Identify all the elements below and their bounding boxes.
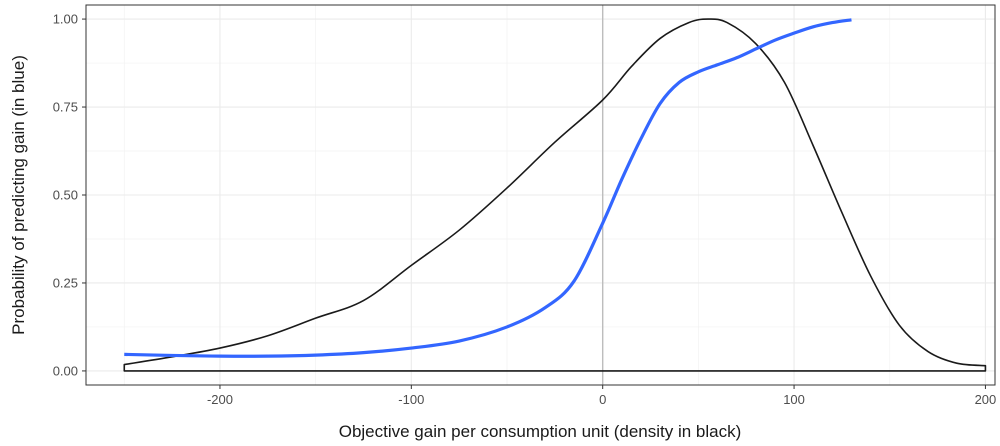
x-tick-label: 200 [975, 392, 997, 407]
y-tick-label: 0.25 [53, 275, 78, 290]
x-tick-label: 100 [783, 392, 805, 407]
y-tick-label: 0.00 [53, 363, 78, 378]
probability-curve [124, 18, 852, 358]
y-axis-title: Probability of predicting gain (in blue) [9, 55, 28, 335]
x-axis-title: Objective gain per consumption unit (den… [339, 422, 742, 441]
y-tick-label: 0.50 [53, 188, 78, 203]
x-tick-label: -200 [207, 392, 233, 407]
series-layer [123, 18, 987, 372]
y-tick-label: 1.00 [53, 12, 78, 27]
x-tick-label: -100 [398, 392, 424, 407]
y-tick-label: 0.75 [53, 100, 78, 115]
density-curve [123, 18, 987, 372]
x-tick-label: 0 [599, 392, 606, 407]
axis-ticks: -200 -100 0 100 200 0.00 0.25 0.50 0.75 1.00 [53, 12, 997, 407]
